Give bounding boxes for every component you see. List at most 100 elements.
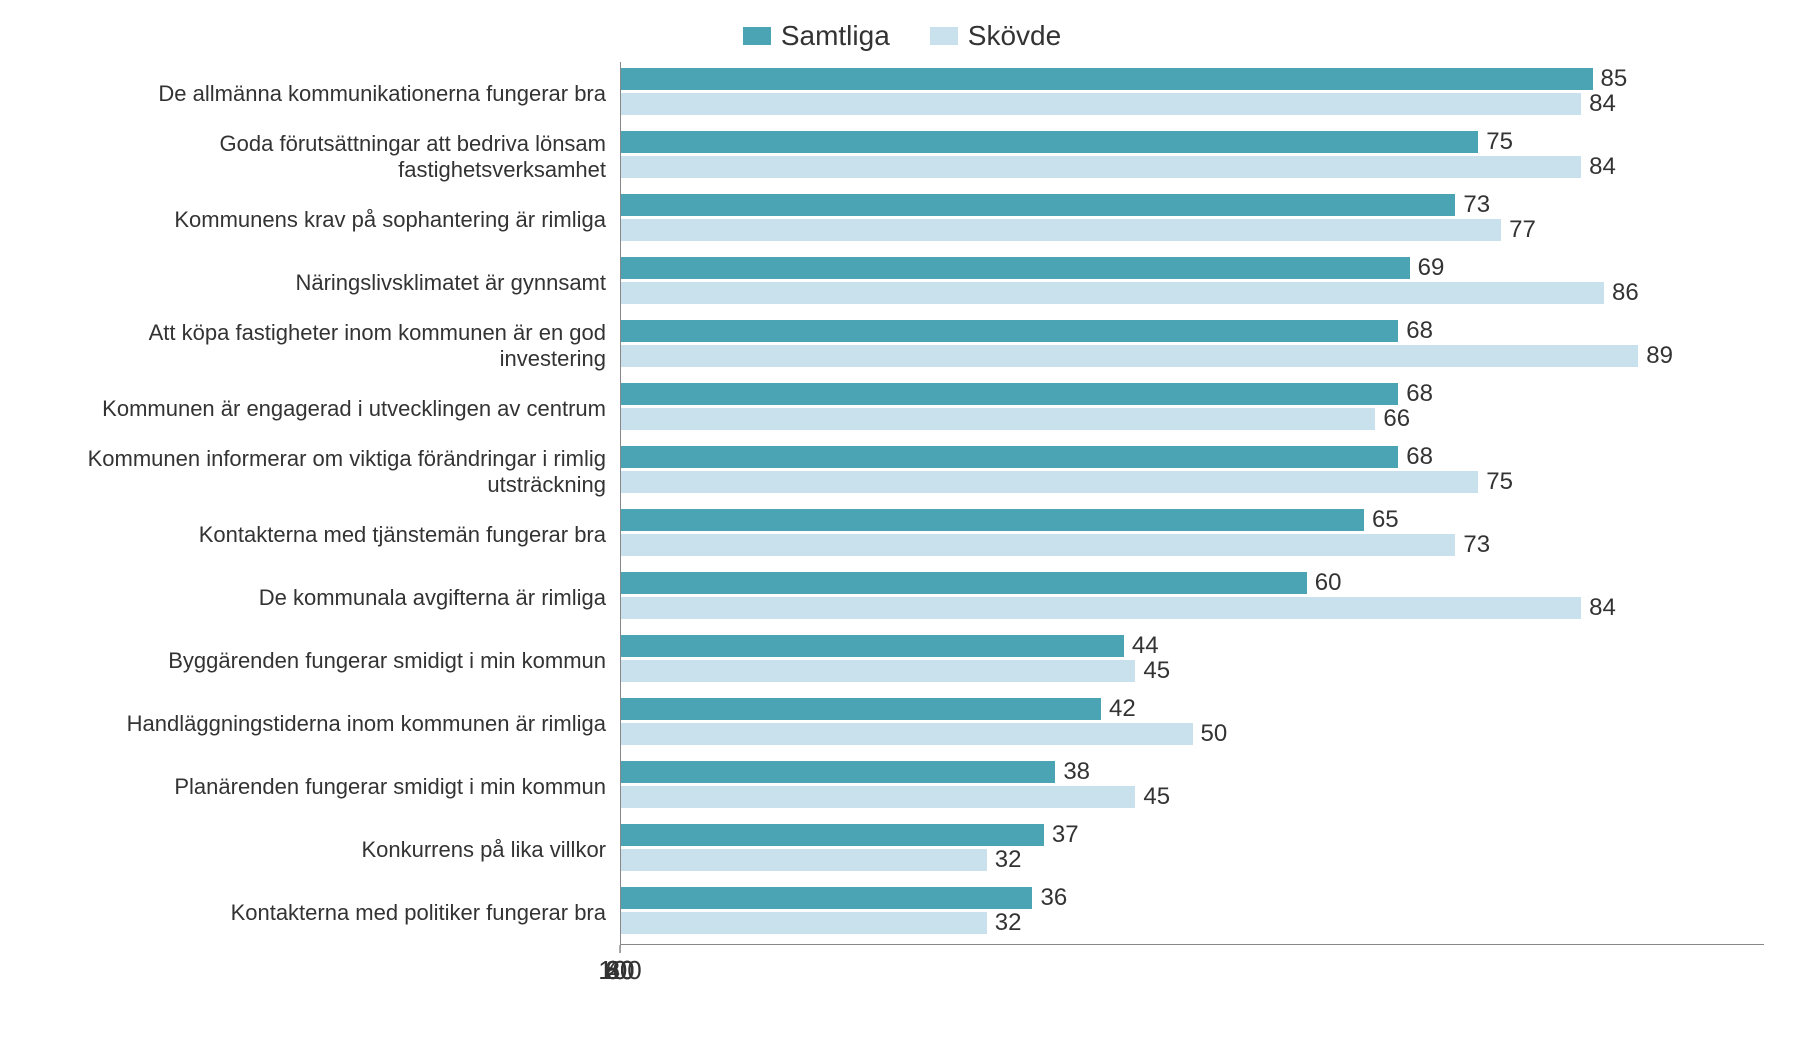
category-label: Kommunens krav på sophantering är rimlig…: [40, 188, 620, 251]
category-label: Kontakterna med tjänstemän fungerar bra: [40, 503, 620, 566]
bar-value: 68: [1398, 443, 1433, 471]
x-tick: 100: [598, 945, 641, 986]
bar-value: 68: [1398, 380, 1433, 408]
bar-group: 6986: [621, 251, 1764, 314]
bar-group: 4445: [621, 629, 1764, 692]
category-label: Kontakterna med politiker fungerar bra: [40, 881, 620, 944]
bar-value: 73: [1455, 191, 1490, 219]
bar-samtliga: 85: [621, 68, 1593, 90]
bars-area: 8584758473776986688968666875657360844445…: [621, 62, 1764, 944]
bar-samtliga: 42: [621, 698, 1101, 720]
category-label: Konkurrens på lika villkor: [40, 818, 620, 881]
category-label: Handläggningstiderna inom kommunen är ri…: [40, 692, 620, 755]
bar-value: 86: [1604, 279, 1639, 307]
bar-value: 37: [1044, 821, 1079, 849]
bar-value: 69: [1410, 254, 1445, 282]
bar-group: 6889: [621, 314, 1764, 377]
legend-swatch-skovde: [930, 27, 958, 45]
bar-value: 75: [1478, 468, 1513, 496]
bar-value: 45: [1135, 783, 1170, 811]
bar-value: 38: [1055, 758, 1090, 786]
bar-value: 60: [1307, 569, 1342, 597]
bar-group: 3732: [621, 818, 1764, 881]
bar-skovde: 66: [621, 408, 1375, 430]
bar-value: 84: [1581, 153, 1616, 181]
x-tick-mark: [619, 945, 620, 953]
bar-value: 32: [987, 909, 1022, 937]
category-label: Byggärenden fungerar smidigt i min kommu…: [40, 629, 620, 692]
axis-spacer: [40, 945, 620, 985]
bar-value: 75: [1478, 128, 1513, 156]
bar-skovde: 45: [621, 786, 1135, 808]
bar-group: 6875: [621, 440, 1764, 503]
legend-item-skovde: Skövde: [930, 20, 1061, 52]
bar-value: 68: [1398, 317, 1433, 345]
bar-samtliga: 36: [621, 887, 1032, 909]
category-label: Planärenden fungerar smidigt i min kommu…: [40, 755, 620, 818]
bar-samtliga: 60: [621, 572, 1307, 594]
bar-skovde: 73: [621, 534, 1455, 556]
bar-value: 42: [1101, 695, 1136, 723]
legend: Samtliga Skövde: [40, 20, 1764, 52]
bar-samtliga: 38: [621, 761, 1055, 783]
bar-skovde: 32: [621, 849, 987, 871]
bar-value: 73: [1455, 531, 1490, 559]
bar-group: 7377: [621, 188, 1764, 251]
y-axis-labels: De allmänna kommunikationerna fungerar b…: [40, 62, 620, 945]
bar-skovde: 32: [621, 912, 987, 934]
bar-value: 65: [1364, 506, 1399, 534]
bar-skovde: 84: [621, 597, 1581, 619]
bar-value: 89: [1638, 342, 1673, 370]
bar-skovde: 75: [621, 471, 1478, 493]
bar-samtliga: 65: [621, 509, 1364, 531]
bar-samtliga: 68: [621, 446, 1398, 468]
bar-group: 6866: [621, 377, 1764, 440]
bar-value: 84: [1581, 594, 1616, 622]
legend-label-skovde: Skövde: [968, 20, 1061, 52]
legend-label-samtliga: Samtliga: [781, 20, 890, 52]
bar-value: 85: [1593, 65, 1628, 93]
bar-samtliga: 75: [621, 131, 1478, 153]
bar-group: 3845: [621, 755, 1764, 818]
category-label: De kommunala avgifterna är rimliga: [40, 566, 620, 629]
legend-item-samtliga: Samtliga: [743, 20, 890, 52]
bar-samtliga: 73: [621, 194, 1455, 216]
bar-samtliga: 68: [621, 320, 1398, 342]
category-label: Att köpa fastigheter inom kommunen är en…: [40, 314, 620, 377]
bar-samtliga: 44: [621, 635, 1124, 657]
x-tick-label: 100: [598, 955, 641, 986]
bar-value: 32: [987, 846, 1022, 874]
bar-samtliga: 68: [621, 383, 1398, 405]
bar-group: 7584: [621, 125, 1764, 188]
bar-skovde: 45: [621, 660, 1135, 682]
bar-value: 84: [1581, 90, 1616, 118]
chart-container: Samtliga Skövde De allmänna kommunikatio…: [40, 20, 1764, 985]
category-label: De allmänna kommunikationerna fungerar b…: [40, 62, 620, 125]
bar-skovde: 50: [621, 723, 1193, 745]
plot-area: 8584758473776986688968666875657360844445…: [620, 62, 1764, 945]
bar-skovde: 84: [621, 156, 1581, 178]
bar-group: 6084: [621, 566, 1764, 629]
bar-group: 4250: [621, 692, 1764, 755]
legend-swatch-samtliga: [743, 27, 771, 45]
chart-body: De allmänna kommunikationerna fungerar b…: [40, 62, 1764, 945]
bar-value: 36: [1032, 884, 1067, 912]
bar-skovde: 77: [621, 219, 1501, 241]
bar-value: 50: [1193, 720, 1228, 748]
bar-samtliga: 37: [621, 824, 1044, 846]
x-axis-row: 020406080100: [40, 945, 1764, 985]
bar-group: 3632: [621, 881, 1764, 944]
bar-value: 44: [1124, 632, 1159, 660]
bar-value: 45: [1135, 657, 1170, 685]
bar-group: 8584: [621, 62, 1764, 125]
bar-skovde: 86: [621, 282, 1604, 304]
bar-value: 77: [1501, 216, 1536, 244]
category-label: Goda förutsättningar att bedriva lönsam …: [40, 125, 620, 188]
category-label: Näringslivsklimatet är gynnsamt: [40, 251, 620, 314]
bar-group: 6573: [621, 503, 1764, 566]
bar-skovde: 84: [621, 93, 1581, 115]
bar-samtliga: 69: [621, 257, 1410, 279]
category-label: Kommunen är engagerad i utvecklingen av …: [40, 377, 620, 440]
bar-value: 66: [1375, 405, 1410, 433]
bar-skovde: 89: [621, 345, 1638, 367]
